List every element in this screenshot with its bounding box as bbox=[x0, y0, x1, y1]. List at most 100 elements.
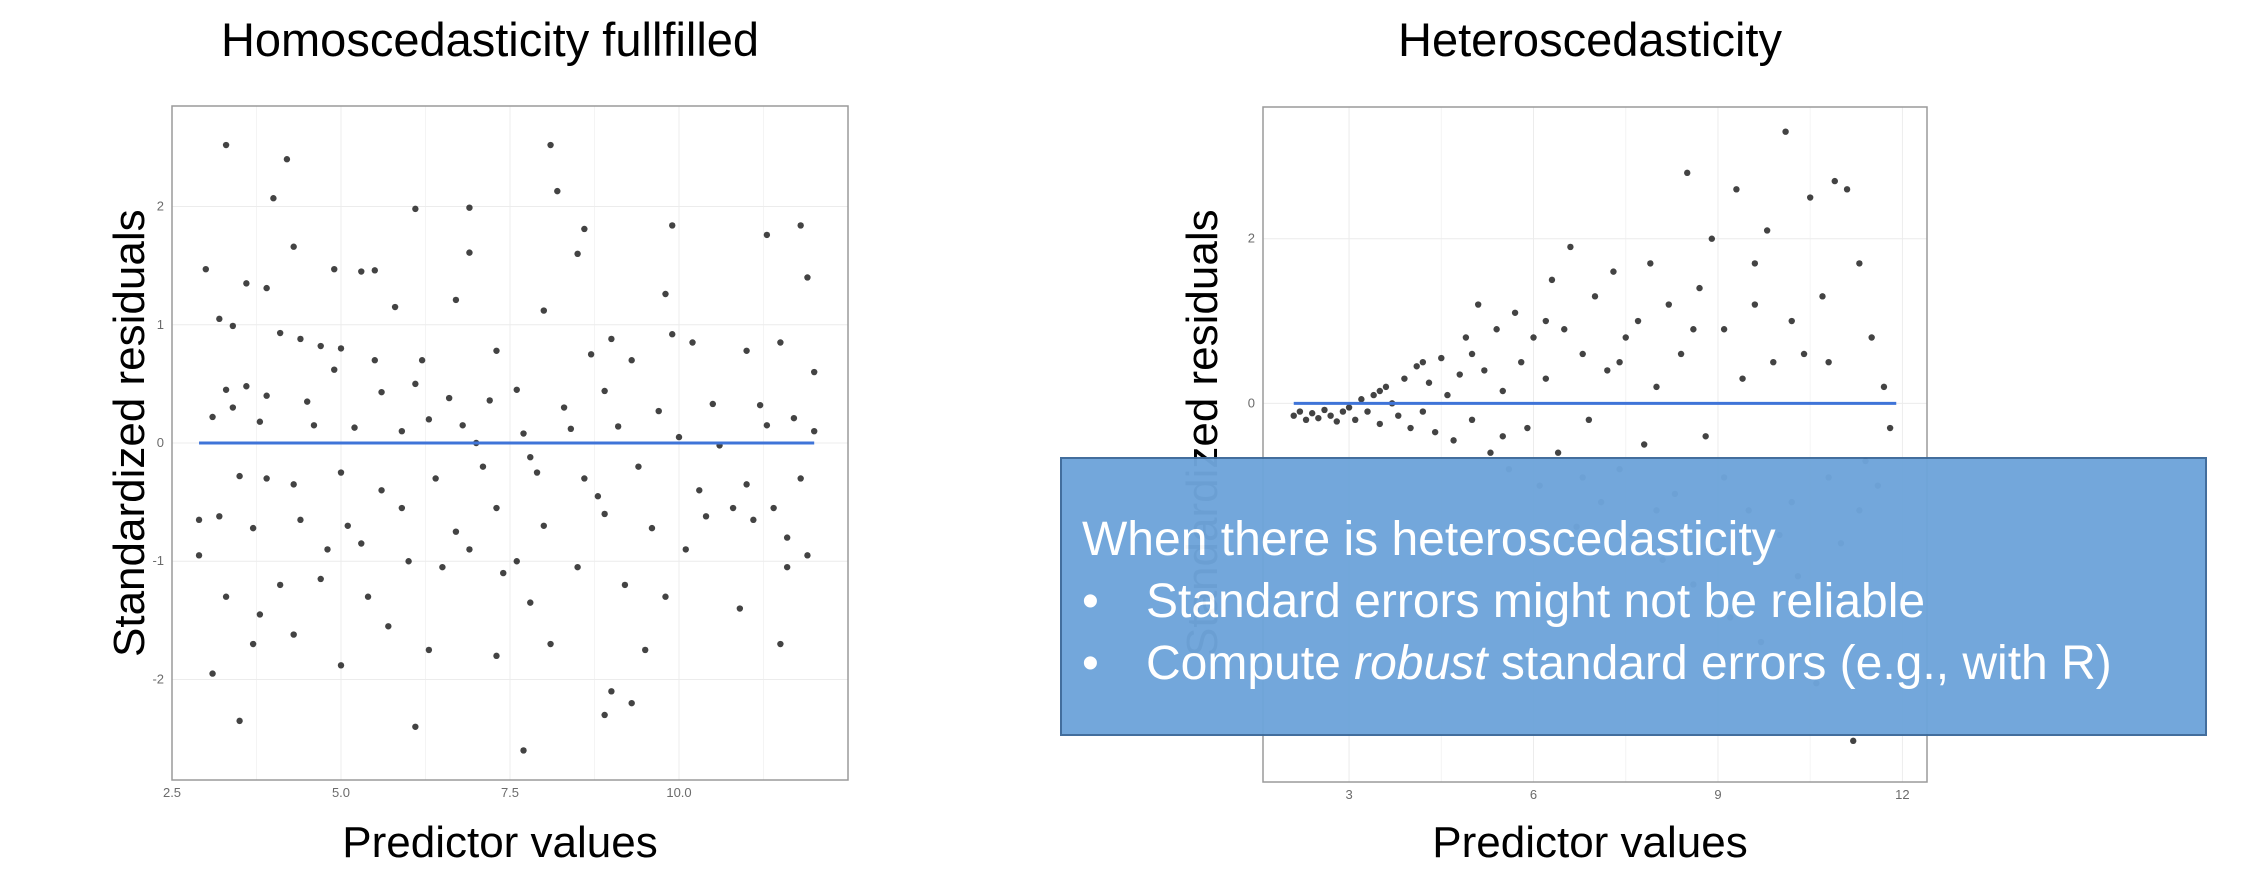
data-point bbox=[587, 351, 595, 358]
data-point bbox=[1763, 227, 1771, 234]
data-point bbox=[1290, 412, 1297, 419]
data-point bbox=[412, 205, 419, 213]
left-chart-title: Homoscedasticity fullfilled bbox=[220, 13, 760, 66]
note-bullet-1-text: Standard errors might not be reliable bbox=[1146, 575, 1926, 628]
y-tick-label: 0 bbox=[157, 435, 164, 450]
data-point bbox=[1610, 268, 1617, 275]
data-point bbox=[1720, 326, 1728, 333]
data-point bbox=[1296, 408, 1304, 415]
data-point bbox=[405, 558, 412, 565]
data-point bbox=[777, 339, 784, 346]
data-point bbox=[527, 453, 534, 461]
data-point bbox=[560, 404, 568, 411]
data-point bbox=[790, 414, 798, 422]
data-point bbox=[1419, 358, 1427, 366]
data-point bbox=[283, 156, 291, 163]
data-point bbox=[493, 347, 500, 354]
data-point bbox=[777, 640, 784, 648]
data-point bbox=[574, 563, 581, 571]
data-point bbox=[1382, 383, 1390, 391]
data-point bbox=[520, 430, 527, 437]
data-point bbox=[425, 416, 433, 423]
data-point bbox=[263, 284, 270, 292]
data-point bbox=[263, 392, 270, 399]
heteroscedasticity-note-box: When there is heteroscedasticity • Stand… bbox=[1060, 457, 2207, 736]
data-point bbox=[493, 652, 500, 660]
data-point bbox=[1518, 358, 1525, 366]
data-point bbox=[1487, 449, 1494, 456]
data-point bbox=[425, 646, 433, 654]
data-point bbox=[1647, 260, 1654, 267]
left-x-axis-label: Predictor values bbox=[342, 818, 658, 867]
data-point bbox=[811, 427, 818, 435]
data-point bbox=[418, 357, 426, 364]
data-point bbox=[547, 141, 554, 149]
data-point bbox=[290, 243, 297, 250]
data-point bbox=[594, 493, 602, 500]
data-point bbox=[1616, 358, 1623, 366]
data-point bbox=[736, 605, 744, 612]
data-point bbox=[628, 699, 635, 707]
data-point bbox=[554, 187, 561, 195]
data-point bbox=[1401, 375, 1408, 382]
data-point bbox=[378, 487, 385, 494]
data-point bbox=[317, 342, 324, 350]
bullet-marker: • bbox=[1082, 637, 1099, 690]
data-point bbox=[222, 141, 230, 149]
data-point bbox=[655, 407, 662, 415]
data-point bbox=[567, 425, 575, 433]
data-point bbox=[1499, 433, 1506, 440]
data-point bbox=[1530, 334, 1537, 341]
x-tick-label: 7.5 bbox=[501, 785, 519, 800]
data-point bbox=[770, 504, 777, 512]
data-point bbox=[276, 329, 284, 337]
data-point bbox=[351, 424, 358, 431]
data-point bbox=[574, 250, 581, 258]
data-point bbox=[216, 513, 223, 520]
data-point bbox=[317, 575, 324, 583]
data-point bbox=[581, 475, 588, 482]
data-point bbox=[1321, 406, 1328, 414]
data-point bbox=[642, 646, 649, 654]
data-point bbox=[479, 463, 487, 470]
data-point bbox=[378, 388, 385, 396]
data-point bbox=[385, 623, 392, 630]
data-point bbox=[1788, 317, 1795, 325]
data-point bbox=[608, 335, 615, 343]
data-point bbox=[702, 513, 710, 520]
data-point bbox=[209, 670, 216, 677]
data-point bbox=[669, 222, 676, 229]
data-point bbox=[1376, 387, 1384, 395]
data-point bbox=[337, 469, 345, 476]
data-point bbox=[581, 225, 588, 233]
data-point bbox=[689, 339, 696, 346]
data-point bbox=[1364, 408, 1371, 415]
data-point bbox=[371, 357, 378, 364]
note-bullet-2-text: Compute robust standard errors (e.g., wi… bbox=[1146, 637, 2112, 690]
data-point bbox=[1702, 433, 1709, 440]
data-point bbox=[202, 265, 209, 273]
data-point bbox=[804, 274, 811, 281]
y-tick-label: 1 bbox=[157, 317, 164, 332]
data-point bbox=[1468, 416, 1476, 424]
data-point bbox=[797, 222, 804, 229]
data-point bbox=[1843, 186, 1851, 193]
data-point bbox=[486, 397, 493, 404]
data-point bbox=[466, 546, 473, 553]
data-point bbox=[601, 711, 608, 719]
x-tick-label: 6 bbox=[1530, 787, 1537, 802]
data-point bbox=[804, 552, 811, 559]
data-point bbox=[1604, 367, 1611, 374]
data-point bbox=[1585, 416, 1593, 424]
data-point bbox=[1665, 301, 1672, 308]
data-point bbox=[1499, 387, 1506, 395]
data-point bbox=[1542, 317, 1550, 325]
data-point bbox=[1819, 293, 1826, 300]
data-point bbox=[1782, 128, 1789, 135]
data-point bbox=[709, 400, 716, 408]
data-point bbox=[1850, 737, 1857, 745]
data-point bbox=[445, 394, 453, 402]
data-point bbox=[1690, 326, 1697, 333]
data-point bbox=[243, 383, 250, 390]
data-point bbox=[1345, 404, 1353, 411]
